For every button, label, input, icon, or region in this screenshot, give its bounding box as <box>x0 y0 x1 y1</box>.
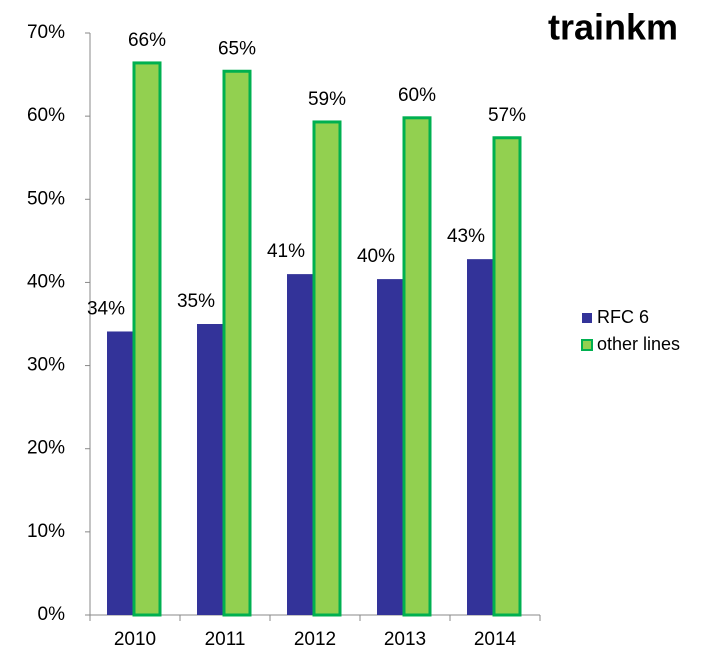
bar <box>402 116 432 617</box>
bar <box>222 69 252 617</box>
x-tick-label: 2014 <box>474 629 517 650</box>
data-label: 57% <box>488 105 526 126</box>
legend-label: RFC 6 <box>597 307 649 327</box>
y-tick-label: 60% <box>27 105 65 126</box>
y-tick-label: 40% <box>27 271 65 292</box>
bar <box>132 61 162 617</box>
y-tick-label: 0% <box>38 604 66 625</box>
data-label: 59% <box>308 89 346 110</box>
data-label: 66% <box>128 30 166 51</box>
legend-swatch <box>582 313 592 323</box>
data-label: 65% <box>218 38 256 59</box>
y-tick-label: 30% <box>27 355 65 376</box>
x-tick-label: 2012 <box>294 629 336 650</box>
data-label: 40% <box>357 246 395 267</box>
bar <box>492 136 522 617</box>
bar <box>312 120 342 617</box>
legend-label: other lines <box>597 334 680 354</box>
data-label: 60% <box>398 85 436 106</box>
bar <box>287 274 313 615</box>
bar <box>377 279 403 615</box>
x-tick-label: 2011 <box>205 629 246 650</box>
x-tick-label: 2013 <box>384 629 426 650</box>
data-label: 35% <box>177 291 215 312</box>
y-tick-label: 10% <box>27 521 65 542</box>
bar <box>107 331 133 615</box>
data-label: 41% <box>267 241 305 262</box>
bar <box>197 324 223 615</box>
y-tick-label: 20% <box>27 438 65 459</box>
chart-title: trainkm <box>548 7 678 48</box>
data-label: 43% <box>447 226 485 247</box>
x-tick-label: 2010 <box>114 629 156 650</box>
data-label: 34% <box>87 298 125 319</box>
legend-swatch <box>581 339 593 351</box>
y-tick-label: 50% <box>27 188 65 209</box>
y-tick-label: 70% <box>27 22 65 43</box>
bar <box>467 259 493 615</box>
